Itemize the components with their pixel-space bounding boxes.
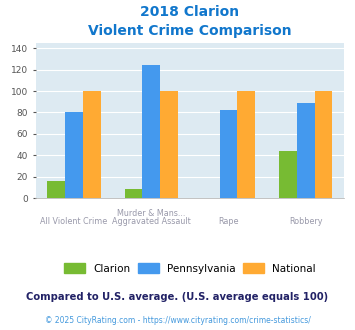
Text: Compared to U.S. average. (U.S. average equals 100): Compared to U.S. average. (U.S. average …: [26, 292, 329, 302]
Bar: [83, 91, 101, 198]
Bar: [125, 189, 142, 198]
Text: © 2025 CityRating.com - https://www.cityrating.com/crime-statistics/: © 2025 CityRating.com - https://www.city…: [45, 316, 310, 325]
Bar: [220, 110, 237, 198]
Text: Aggravated Assault: Aggravated Assault: [112, 217, 191, 226]
Bar: [297, 103, 315, 198]
Title: 2018 Clarion
Violent Crime Comparison: 2018 Clarion Violent Crime Comparison: [88, 5, 292, 38]
Text: All Violent Crime: All Violent Crime: [40, 217, 108, 226]
Bar: [65, 113, 83, 198]
Text: Murder & Mans...: Murder & Mans...: [117, 209, 186, 218]
Legend: Clarion, Pennsylvania, National: Clarion, Pennsylvania, National: [60, 259, 320, 278]
Bar: [48, 181, 65, 198]
Bar: [279, 151, 297, 198]
Text: Robbery: Robbery: [289, 217, 322, 226]
Bar: [237, 91, 255, 198]
Bar: [142, 65, 160, 198]
Text: Rape: Rape: [218, 217, 239, 226]
Bar: [315, 91, 332, 198]
Bar: [160, 91, 178, 198]
